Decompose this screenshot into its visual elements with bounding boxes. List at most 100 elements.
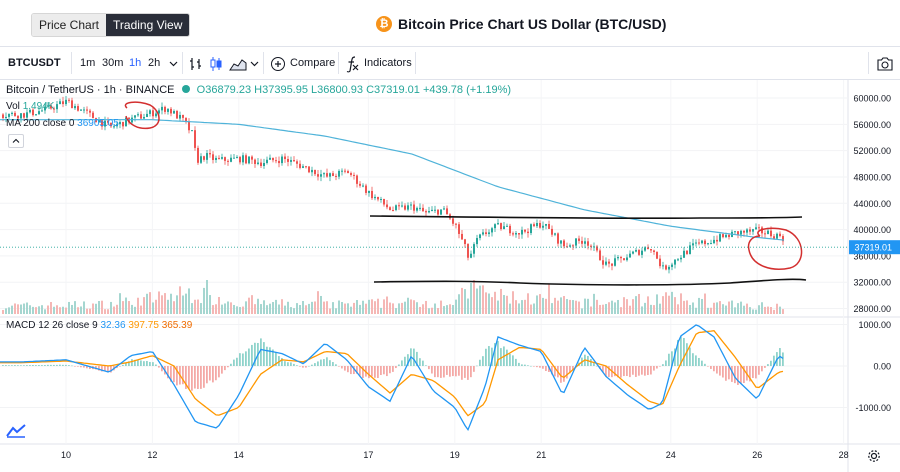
volume-bar — [164, 293, 166, 314]
candle-body — [239, 156, 241, 163]
macd-tick-label: 1000.00 — [858, 320, 891, 330]
volume-bar — [134, 306, 136, 314]
macd-histogram-bar — [713, 366, 715, 372]
chevron-down-icon[interactable] — [169, 59, 178, 69]
candle-body — [515, 233, 517, 235]
candle-body — [722, 234, 724, 238]
compare-button[interactable]: Compare — [290, 57, 336, 69]
macd-histogram-bar — [245, 351, 247, 366]
candle-body — [419, 207, 421, 209]
volume-bar — [56, 305, 58, 314]
macd-histogram-bar — [701, 360, 703, 366]
candle-body — [650, 249, 652, 251]
macd-histogram-bar — [623, 366, 625, 377]
candle-body — [560, 240, 562, 244]
collapse-legend-button[interactable] — [8, 134, 24, 148]
plus-icon[interactable] — [270, 56, 286, 72]
macd-histogram-bar — [545, 366, 547, 372]
volume-bar — [101, 300, 103, 314]
symbol-search[interactable]: BTCUSDT — [8, 57, 61, 69]
volume-bar — [473, 280, 475, 314]
macd-histogram-bar — [83, 366, 85, 368]
volume-bar — [65, 307, 67, 314]
volume-bar — [245, 301, 247, 314]
chart-area[interactable]: 60000.00 56000.00 52000.00 48000.00 44000.00… — [0, 80, 900, 472]
candle-style-icon[interactable] — [208, 56, 224, 72]
candle-body — [359, 183, 361, 186]
area-style-icon[interactable] — [229, 56, 247, 72]
macd-histogram-bar — [536, 366, 538, 368]
time-tick-label: 24 — [666, 450, 676, 460]
signal-value: 397.75 — [128, 320, 159, 331]
macd-histogram-bar — [209, 366, 211, 381]
candle-body — [704, 240, 706, 245]
tradingview-logo[interactable] — [6, 424, 26, 441]
candle-body — [2, 114, 4, 119]
timeframe-2h[interactable]: 2h — [148, 57, 161, 69]
macd-histogram-bar — [476, 365, 478, 367]
volume-bar — [719, 301, 721, 314]
macd-histogram-bar — [41, 365, 43, 366]
volume-bar — [104, 309, 106, 314]
volume-bar — [260, 304, 262, 314]
tab-trading-view[interactable]: Trading View — [106, 14, 190, 36]
candle-body — [497, 223, 499, 225]
last-price-label: 37319.01 — [854, 243, 892, 253]
volume-bar — [131, 304, 133, 314]
macd-histogram-bar — [674, 348, 676, 366]
candle-body — [638, 249, 640, 255]
toolbar-divider — [868, 52, 869, 74]
indicators-button[interactable]: Indicators — [364, 57, 412, 69]
volume-bar — [398, 303, 400, 314]
candle-body — [254, 159, 256, 164]
macd-histogram-bar — [551, 366, 553, 375]
volume-bar — [467, 298, 469, 314]
volume-bar — [302, 301, 304, 314]
time-tick-label: 14 — [234, 450, 244, 460]
macd-histogram-bar — [47, 364, 49, 366]
bar-style-icon[interactable] — [188, 56, 204, 72]
macd-histogram-bar — [44, 365, 46, 366]
macd-histogram-bar — [377, 366, 379, 379]
macd-histogram-bar — [140, 360, 142, 366]
macd-histogram-bar — [269, 347, 271, 366]
candle-body — [23, 113, 25, 118]
timeframe-30m[interactable]: 30m — [102, 57, 124, 69]
camera-icon[interactable] — [876, 56, 894, 72]
volume-bar — [749, 307, 751, 314]
ma-legend: MA 200 close 0 36905.05 — [6, 118, 119, 129]
macd-histogram-bar — [89, 366, 91, 370]
candle-body — [275, 160, 277, 162]
volume-bar — [626, 299, 628, 314]
volume-bar — [542, 297, 544, 314]
candle-body — [761, 227, 763, 234]
macd-histogram-bar — [554, 366, 556, 377]
volume-bar — [293, 308, 295, 314]
volume-bar — [659, 303, 661, 314]
macd-histogram-bar — [374, 366, 376, 378]
macd-histogram-bar — [443, 366, 445, 378]
tab-price-chart[interactable]: Price Chart — [32, 14, 107, 36]
chevron-down-icon[interactable] — [250, 59, 259, 69]
volume-bar — [449, 304, 451, 314]
candle-body — [434, 209, 436, 211]
view-switch: Price Chart Trading View — [31, 13, 191, 37]
volume-bar — [374, 301, 376, 314]
candle-body — [695, 242, 697, 244]
candle-body — [71, 100, 73, 109]
macd-histogram-bar — [53, 364, 55, 366]
macd-histogram-bar — [371, 366, 373, 377]
candle-body — [782, 236, 784, 242]
macd-histogram-bar — [26, 365, 28, 366]
fx-icon[interactable] — [345, 55, 361, 73]
candle-body — [644, 247, 646, 251]
candle-body — [296, 161, 298, 164]
timeframe-1h[interactable]: 1h — [129, 57, 142, 69]
volume-bar — [17, 304, 19, 314]
timeframe-1m[interactable]: 1m — [80, 57, 96, 69]
volume-bar — [335, 308, 337, 314]
ma200-polyline — [0, 119, 785, 241]
volume-bar — [386, 296, 388, 314]
candle-body — [671, 264, 673, 267]
gear-icon[interactable] — [867, 449, 881, 466]
